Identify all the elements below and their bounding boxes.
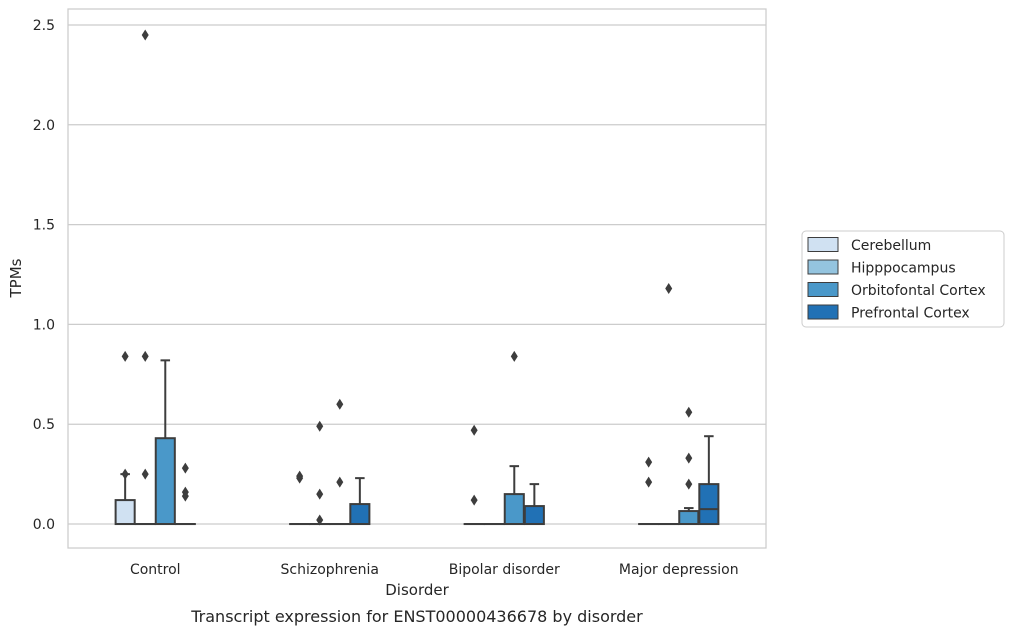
outlier-point	[296, 473, 303, 484]
outlier-point	[122, 469, 129, 480]
outlier-point	[685, 479, 692, 490]
outlier-point	[511, 351, 518, 362]
outlier-point	[142, 29, 149, 40]
box-marks	[116, 29, 719, 525]
outlier-point	[685, 407, 692, 418]
y-tick-label: 0.0	[33, 517, 55, 533]
outlier-point	[142, 469, 149, 480]
y-tick-label: 1.0	[33, 317, 55, 333]
box-body	[525, 506, 544, 524]
outlier-point	[122, 351, 129, 362]
outlier-point	[336, 477, 343, 488]
chart-caption: Transcript expression for ENST0000043667…	[190, 607, 643, 626]
outlier-point	[142, 351, 149, 362]
outlier-point	[645, 457, 652, 468]
legend-label: Cerebellum	[851, 238, 931, 254]
legend-label: Prefrontal Cortex	[851, 306, 970, 322]
y-tick-label: 0.5	[33, 417, 55, 433]
legend-swatch	[808, 305, 838, 319]
outlier-point	[471, 495, 478, 506]
box-body	[699, 484, 718, 524]
x-tick-label: Schizophrenia	[281, 562, 379, 578]
box-body	[116, 500, 135, 524]
legend-swatch	[808, 238, 838, 252]
y-axis-label: TPMs	[7, 258, 25, 298]
box-body	[350, 504, 369, 524]
outlier-point	[336, 399, 343, 410]
outlier-point	[685, 453, 692, 464]
x-tick-label: Major depression	[619, 562, 739, 578]
x-axis-label: Disorder	[385, 581, 449, 599]
y-tick-labels: 0.0 0.5 1.0 1.5 2.0 2.5	[33, 18, 55, 533]
x-tick-label: Control	[130, 562, 181, 578]
outlier-point	[471, 425, 478, 436]
box-body	[679, 511, 698, 524]
legend-swatch	[808, 260, 838, 274]
box-body	[505, 494, 524, 524]
x-tick-labels: Control Schizophrenia Bipolar disorder Majo…	[130, 562, 739, 578]
outlier-point	[665, 283, 672, 294]
legend-swatch	[808, 283, 838, 297]
outlier-point	[182, 463, 189, 474]
legend-label: Orbitofontal Cortex	[851, 283, 986, 299]
outlier-point	[316, 489, 323, 500]
outlier-point	[316, 421, 323, 432]
y-tick-label: 1.5	[33, 218, 55, 234]
outlier-point	[645, 477, 652, 488]
legend-label: Hipppocampus	[851, 261, 956, 277]
y-tick-label: 2.5	[33, 18, 55, 34]
y-tick-label: 2.0	[33, 118, 55, 134]
x-tick-label: Bipolar disorder	[449, 562, 560, 578]
legend: Cerebellum Hipppocampus Orbitofontal Corte…	[802, 231, 1004, 327]
box-body	[156, 438, 175, 524]
